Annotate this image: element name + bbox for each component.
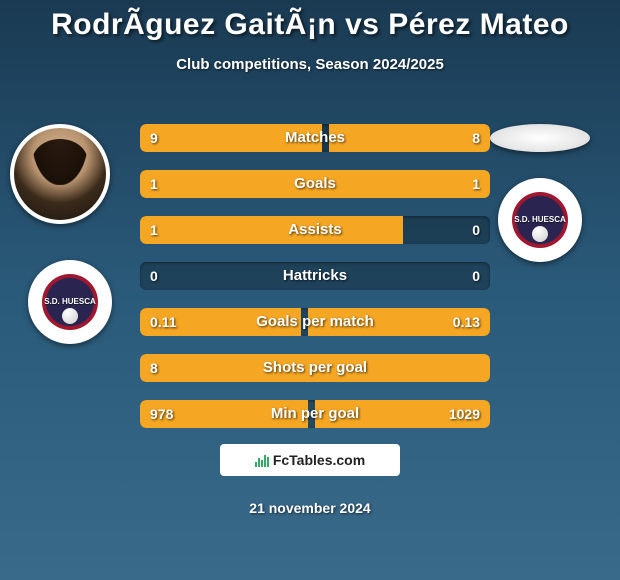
ball-icon xyxy=(62,308,78,324)
stat-label: Min per goal xyxy=(140,400,490,428)
player2-avatar xyxy=(490,124,590,152)
stat-label: Goals xyxy=(140,170,490,198)
stat-row: 11Goals xyxy=(140,170,490,198)
content: RodrÃ­guez GaitÃ¡n vs Pérez Mateo Club c… xyxy=(0,0,620,580)
stat-row: 0.110.13Goals per match xyxy=(140,308,490,336)
chart-icon xyxy=(255,453,269,467)
stat-row: 00Hattricks xyxy=(140,262,490,290)
player1-avatar xyxy=(10,124,110,224)
page-title: RodrÃ­guez GaitÃ¡n vs Pérez Mateo xyxy=(0,8,620,42)
page-subtitle: Club competitions, Season 2024/2025 xyxy=(0,56,620,73)
brand-text: FcTables.com xyxy=(273,452,365,468)
stat-row: 98Matches xyxy=(140,124,490,152)
stat-label: Goals per match xyxy=(140,308,490,336)
brand-footer[interactable]: FcTables.com xyxy=(220,444,400,476)
player2-club-badge: S.D. HUESCA xyxy=(498,178,582,262)
stat-label: Matches xyxy=(140,124,490,152)
club1-label: S.D. HUESCA xyxy=(44,298,96,307)
player1-club-badge: S.D. HUESCA xyxy=(28,260,112,344)
stat-row: 8Shots per goal xyxy=(140,354,490,382)
stat-row: 9781029Min per goal xyxy=(140,400,490,428)
stat-label: Assists xyxy=(140,216,490,244)
date-text: 21 november 2024 xyxy=(0,500,620,516)
stat-label: Hattricks xyxy=(140,262,490,290)
ball-icon xyxy=(532,226,548,242)
stat-row: 10Assists xyxy=(140,216,490,244)
stat-label: Shots per goal xyxy=(140,354,490,382)
club2-label: S.D. HUESCA xyxy=(514,216,566,225)
stat-rows: 98Matches 11Goals 10Assists 00Hattricks 0.11… xyxy=(140,124,490,446)
